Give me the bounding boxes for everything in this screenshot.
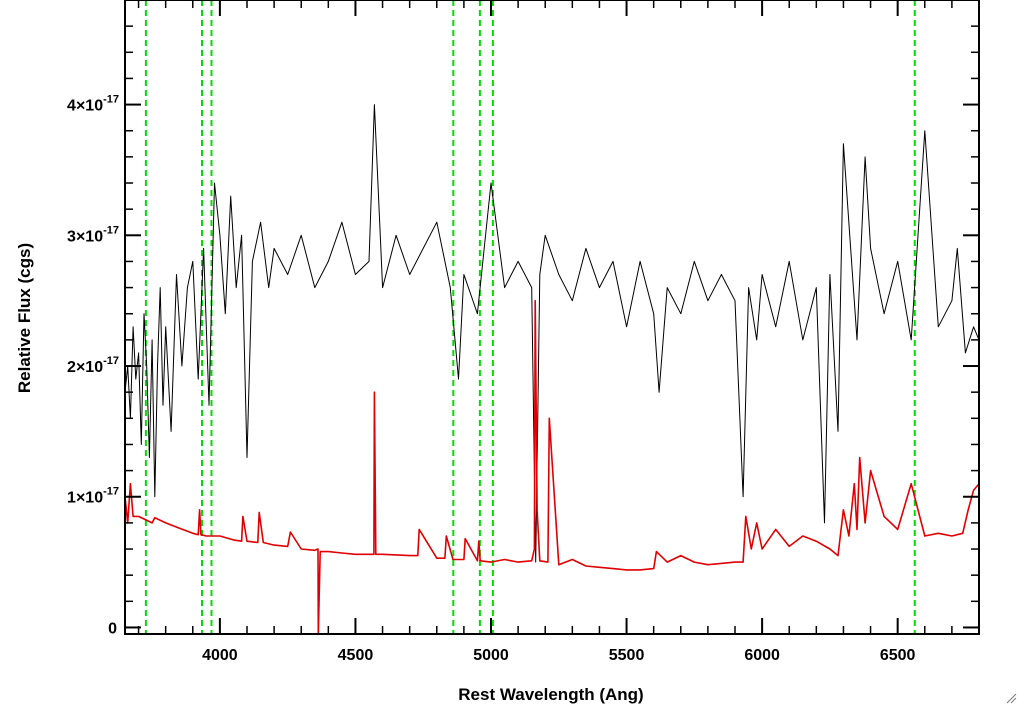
x-tick-label: 4500	[338, 647, 374, 664]
x-tick-label: 6000	[744, 647, 780, 664]
x-tick-label: 5000	[473, 647, 509, 664]
x-tick-label: 6500	[880, 647, 916, 664]
y-tick-label: 2×10-17	[67, 355, 119, 376]
plot-frame	[124, 0, 980, 635]
y-tick-label: 1×10-17	[67, 486, 119, 507]
y-axis-label: Relative Flux (cgs)	[15, 243, 34, 393]
spectrum-line	[124, 104, 980, 563]
x-tick-label: 4000	[202, 647, 238, 664]
x-tick-label: 5500	[609, 647, 645, 664]
y-tick-label: 4×10-17	[67, 94, 119, 115]
y-axis-ticks: 0 1×10-17 2×10-17 3×10-17 4×10-17	[67, 25, 979, 637]
spectrum-series	[124, 104, 980, 635]
resize-grip-icon[interactable]	[1005, 691, 1017, 704]
x-axis-ticks: 4000 4500 5000 5500 6000 6500	[137, 0, 980, 664]
y-tick-label: 3×10-17	[67, 224, 119, 245]
spectrum-line	[124, 299, 980, 635]
emission-line-markers	[144, 0, 916, 634]
x-axis-label: Rest Wavelength (Ang)	[458, 685, 643, 704]
y-tick-label: 0	[108, 620, 117, 637]
